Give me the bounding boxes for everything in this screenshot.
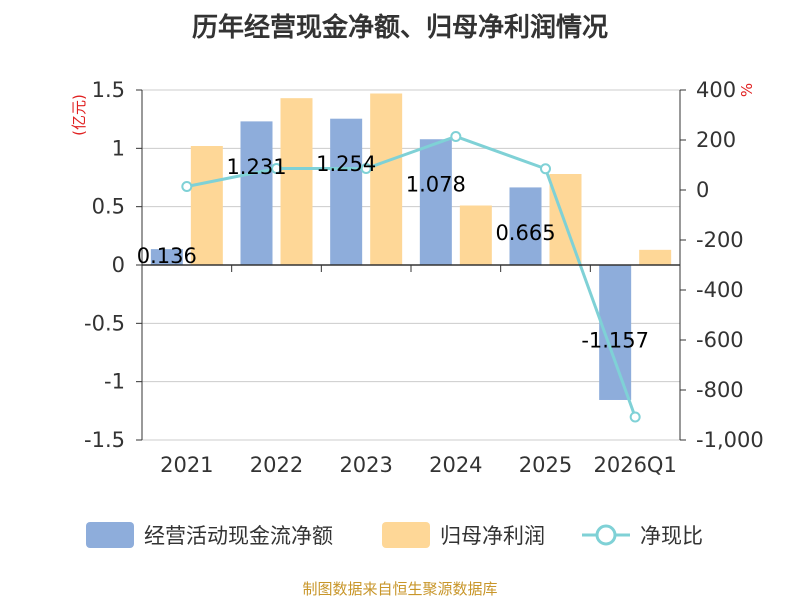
bar-cashflow bbox=[330, 118, 363, 265]
bar-cashflow bbox=[419, 139, 452, 265]
left-axis-tick-label: 0 bbox=[112, 253, 125, 277]
line-point-ratio bbox=[360, 163, 372, 174]
right-axis-tick-label: -400 bbox=[696, 278, 744, 302]
data-labels: 0.136 1.231 1.254 1.078 0.665 -1.157 bbox=[137, 152, 649, 352]
right-axis-tick-label: 200 bbox=[696, 128, 736, 152]
line-point-ratio bbox=[540, 163, 551, 175]
line-layer bbox=[181, 131, 641, 423]
line-point-ratio bbox=[629, 411, 641, 423]
x-axis-tick-label: 2023 bbox=[339, 453, 392, 477]
bar-cashflow bbox=[240, 121, 273, 265]
line-ratio bbox=[186, 134, 637, 418]
data-label-cashflow: 0.665 bbox=[495, 221, 555, 245]
left-axis-tick-label: 1.5 bbox=[92, 78, 125, 102]
line-point-ratio bbox=[271, 163, 282, 174]
x-axis-tick-label: 2022 bbox=[250, 453, 303, 477]
chart-title: 历年经营现金净额、归母净利润情况 bbox=[192, 12, 608, 43]
grid-lines bbox=[142, 89, 680, 441]
left-axis-tick-label: 0.5 bbox=[92, 195, 125, 219]
bar-net-profit bbox=[639, 249, 672, 265]
bar-cashflow bbox=[509, 187, 542, 265]
bar-layer bbox=[150, 93, 672, 400]
right-axis-tick-label: 0 bbox=[696, 178, 709, 202]
x-axis-tick-label: 2021 bbox=[160, 453, 213, 477]
data-label-cashflow: 1.254 bbox=[316, 152, 376, 176]
data-label-cashflow: 0.136 bbox=[137, 244, 197, 268]
right-axis-tick-label: -200 bbox=[696, 228, 744, 252]
line-point-ratio bbox=[450, 131, 462, 142]
line-point-ratio bbox=[181, 181, 193, 192]
x-axis-tick-label: 2026Q1 bbox=[593, 453, 676, 477]
bar-net-profit bbox=[459, 205, 492, 265]
data-source: 制图数据来自恒生聚源数据库 bbox=[302, 580, 497, 598]
bar-cashflow bbox=[150, 249, 183, 265]
legend-swatch-net-profit bbox=[382, 522, 430, 548]
bar-net-profit bbox=[280, 98, 313, 266]
legend-label-ratio: 净现比 bbox=[640, 524, 703, 548]
bar-net-profit bbox=[190, 146, 223, 265]
right-axis-tick-label: 400 bbox=[696, 78, 736, 102]
legend-label-net-profit: 归母净利润 bbox=[440, 524, 545, 548]
right-axis-tick-label: -800 bbox=[696, 378, 744, 402]
left-axis-tick-label: -0.5 bbox=[84, 311, 125, 335]
bar-net-profit bbox=[370, 93, 403, 265]
data-label-cashflow: 1.231 bbox=[226, 155, 286, 179]
legend-label-cashflow: 经营活动现金流净额 bbox=[144, 524, 333, 548]
right-axis-tick-label: -600 bbox=[696, 328, 744, 352]
left-axis-tick-label: -1.5 bbox=[84, 428, 125, 452]
legend-swatch-cashflow bbox=[86, 522, 134, 548]
axes: 1.5 1 0.5 0 -0.5 -1 -1.5 400 200 0 -200 -400 -600 -80… bbox=[84, 78, 764, 477]
x-axis-tick-label: 2025 bbox=[519, 453, 572, 477]
data-label-cashflow: 1.078 bbox=[406, 173, 466, 197]
data-label-cashflow: -1.157 bbox=[581, 328, 649, 352]
x-axis-tick-label: 2024 bbox=[429, 453, 482, 477]
left-axis-tick-label: -1 bbox=[104, 370, 125, 394]
left-axis-tick-label: 1 bbox=[112, 136, 125, 160]
right-axis-unit: % bbox=[738, 83, 756, 97]
legend: 经营活动现金流净额 归母净利润 净现比 bbox=[86, 522, 703, 548]
left-axis-unit: (亿元) bbox=[70, 94, 88, 136]
right-axis-tick-label: -1,000 bbox=[696, 428, 764, 452]
legend-marker-ratio bbox=[595, 524, 617, 546]
